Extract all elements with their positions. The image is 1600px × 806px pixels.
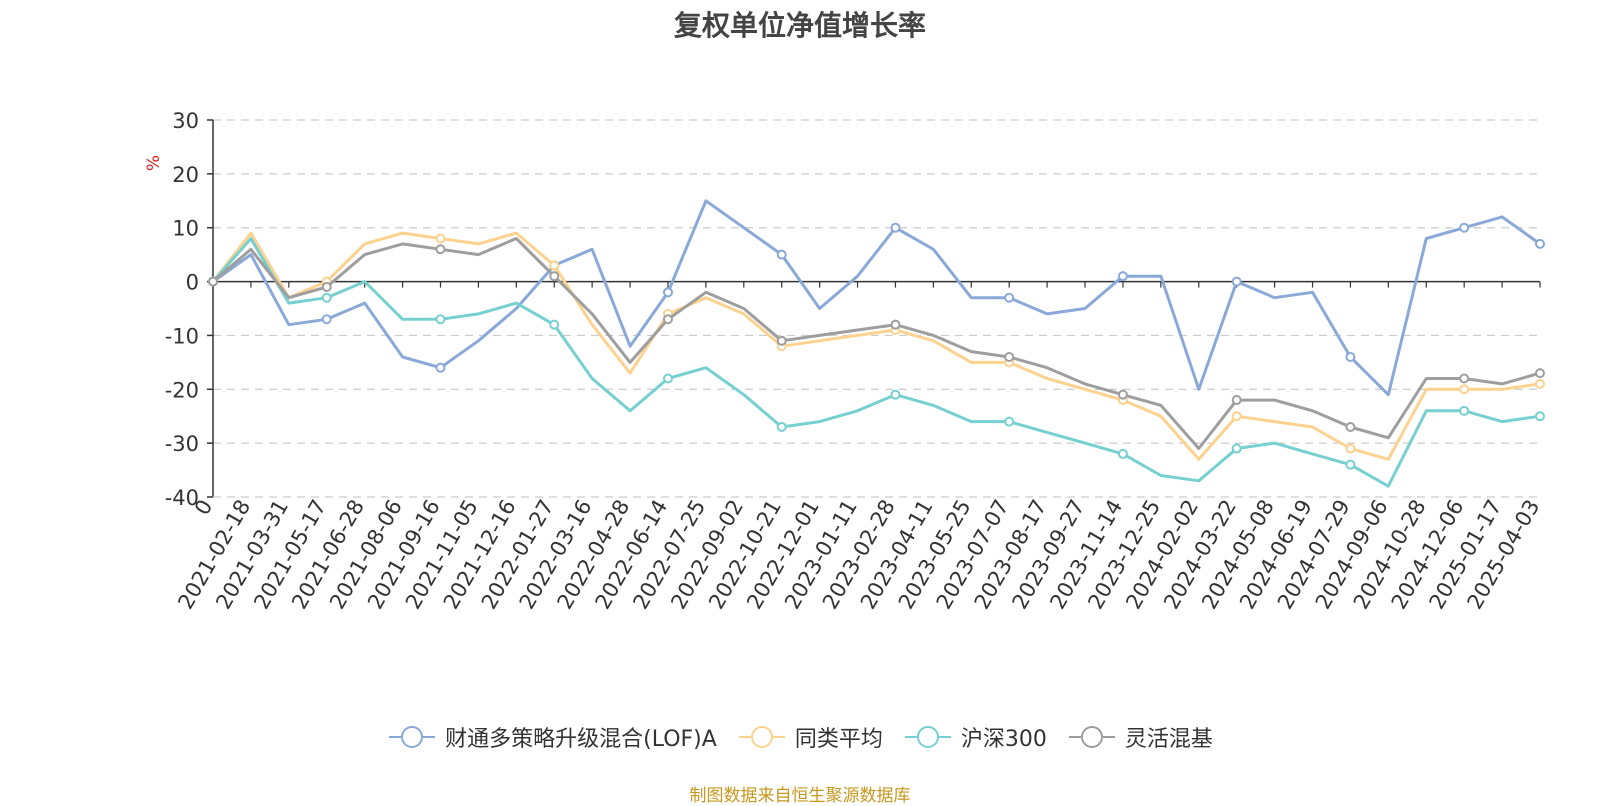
legend-label-3: 灵活混基 — [1124, 727, 1213, 752]
y-tick-label-4: -10 — [165, 324, 199, 348]
series-2-point-18 — [890, 389, 901, 400]
series-1-point-30 — [1345, 443, 1356, 454]
series-3-point-27 — [1231, 395, 1242, 406]
series-3-point-3 — [321, 281, 332, 292]
series-3-point-30 — [1345, 421, 1356, 432]
series-line-0 — [212, 199, 1541, 397]
series-0-point-35 — [1535, 238, 1545, 249]
y-tick-label-2: 10 — [172, 217, 199, 241]
series-3-point-33 — [1459, 373, 1470, 384]
series-2-point-9 — [549, 319, 560, 330]
series-2-point-27 — [1231, 443, 1242, 454]
series-1-point-33 — [1459, 384, 1470, 395]
series-3-point-9 — [549, 271, 560, 282]
series-1-point-9 — [549, 260, 560, 271]
x-tick-label-0: 0 — [190, 496, 217, 520]
legend-label-1: 同类平均 — [794, 727, 883, 752]
legend-swatch-1 — [738, 726, 785, 748]
legend: 财通多策略升级混合(LOF)A 同类平均 沪深300 灵活混基 — [0, 721, 1600, 753]
series-layer — [208, 199, 1545, 488]
series-0-point-24 — [1117, 271, 1128, 282]
series-2-point-30 — [1345, 459, 1356, 470]
series-3-point-18 — [890, 319, 901, 330]
axis-layer — [207, 119, 1541, 498]
series-0-point-3 — [321, 314, 332, 325]
series-0-point-18 — [890, 222, 901, 233]
series-0-point-12 — [662, 287, 673, 298]
series-3-point-12 — [662, 314, 673, 325]
series-3-point-35 — [1535, 368, 1545, 379]
series-0-point-15 — [776, 249, 787, 260]
series-2-point-15 — [776, 421, 787, 432]
series-line-2 — [211, 237, 1541, 488]
legend-swatch-0 — [389, 726, 436, 748]
series-1-point-27 — [1231, 411, 1242, 422]
y-tick-label-7: -40 — [165, 486, 199, 510]
y-tick-label-1: 20 — [172, 163, 199, 187]
label-layer: 3020100-10-20-30-40%02021-02-182021-03-3… — [144, 109, 1544, 613]
series-0-point-33 — [1459, 222, 1470, 233]
legend-label-2: 沪深300 — [960, 727, 1047, 752]
series-2-point-33 — [1459, 405, 1470, 416]
series-line-1 — [211, 231, 1541, 461]
series-3-point-0 — [208, 276, 218, 287]
series-3-point-24 — [1117, 389, 1128, 400]
grid-layer — [213, 119, 1540, 444]
series-line-3 — [212, 237, 1541, 450]
series-0-point-21 — [1004, 292, 1015, 303]
legend-swatch-2 — [904, 726, 951, 748]
series-3-point-15 — [776, 335, 787, 346]
series-2-point-21 — [1004, 416, 1015, 427]
series-3-point-6 — [435, 244, 446, 255]
series-2-point-12 — [662, 373, 673, 384]
legend-item-0[interactable]: 财通多策略升级混合(LOF)A — [387, 721, 717, 753]
series-1-point-6 — [435, 233, 446, 244]
y-axis-label: % — [144, 155, 164, 171]
series-2-point-24 — [1117, 448, 1128, 459]
y-tick-label-6: -30 — [165, 432, 199, 456]
y-tick-label-5: -20 — [165, 378, 199, 402]
source-note: 制图数据来自恒生聚源数据库 — [689, 786, 911, 806]
series-3-point-21 — [1004, 351, 1015, 362]
legend-label-0: 财通多策略升级混合(LOF)A — [445, 727, 717, 752]
y-tick-label-0: 30 — [172, 109, 199, 133]
legend-swatch-3 — [1068, 726, 1115, 748]
series-2-point-35 — [1535, 411, 1545, 422]
series-0-point-27 — [1231, 276, 1242, 287]
series-1-point-35 — [1535, 378, 1545, 389]
series-2-point-3 — [321, 292, 332, 303]
series-2-point-6 — [435, 314, 446, 325]
legend-item-1[interactable]: 同类平均 — [737, 721, 883, 753]
series-0-point-6 — [435, 362, 446, 373]
legend-item-3[interactable]: 灵活混基 — [1067, 721, 1213, 753]
y-tick-label-3: 0 — [186, 271, 199, 295]
chart-title: 复权单位净值增长率 — [673, 9, 926, 42]
series-0-point-30 — [1345, 351, 1356, 362]
legend-item-2[interactable]: 沪深300 — [903, 721, 1047, 753]
